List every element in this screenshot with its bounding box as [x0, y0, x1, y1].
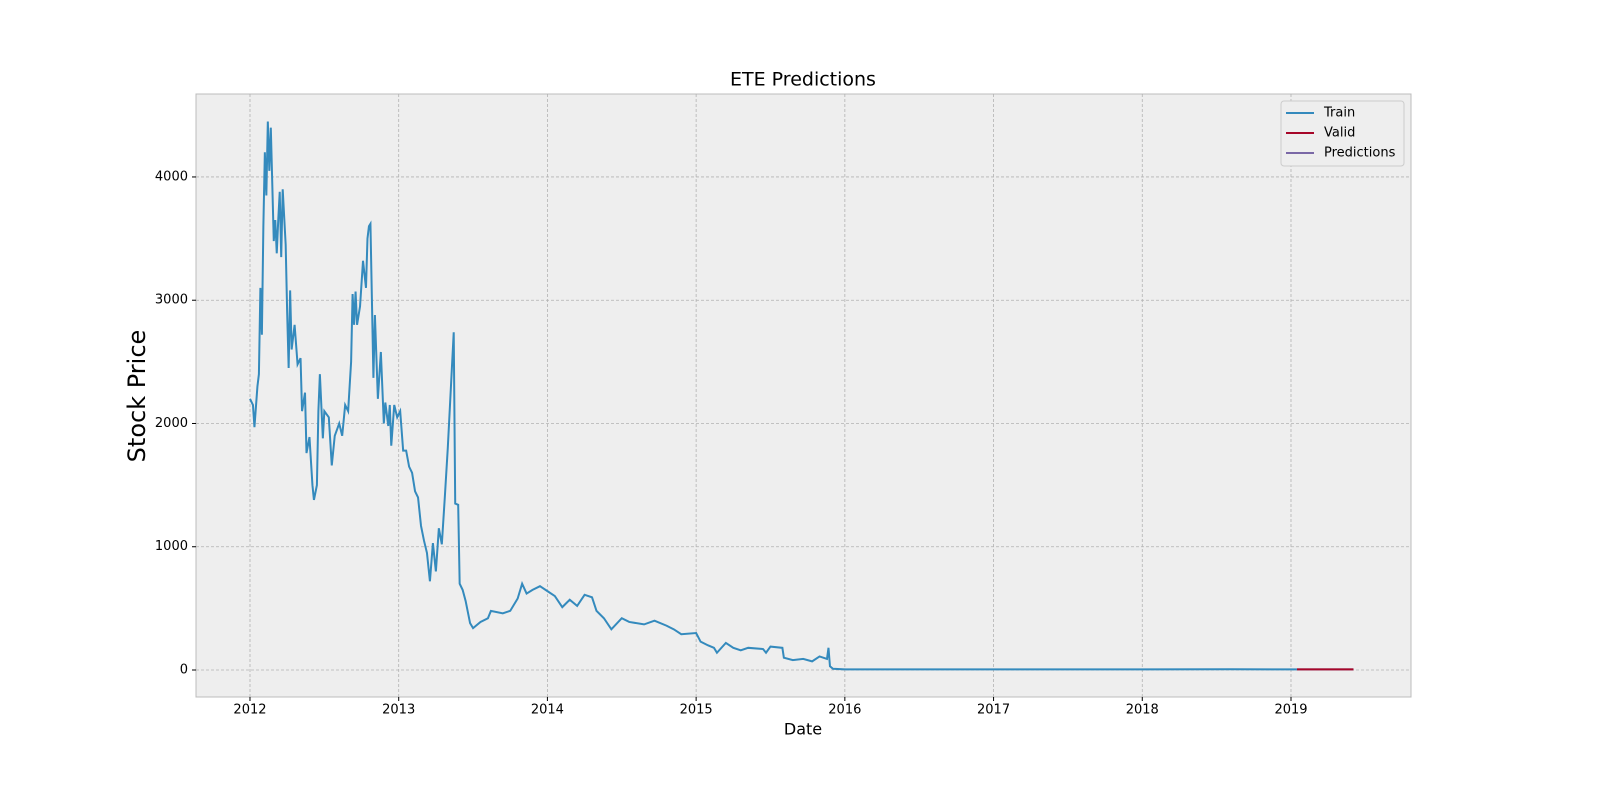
x-tick-label: 2016: [828, 703, 861, 718]
lines: [249, 121, 1354, 671]
x-tick-label: 2014: [531, 703, 564, 718]
y-axis-label: Stock Price: [123, 330, 151, 463]
chart-title: ETE Predictions: [730, 69, 876, 91]
legend-label: Valid: [1324, 126, 1355, 141]
grid: 2012 2013 2014 2015 2016 2017 2018 2019 0 1000 200…: [155, 94, 1411, 718]
y-tick-label: 0: [180, 663, 188, 678]
x-tick-label: 2018: [1126, 703, 1159, 718]
legend: Train Valid Predictions: [1280, 100, 1405, 167]
x-tick-label: 2019: [1274, 703, 1307, 718]
legend-box: [1280, 100, 1405, 167]
y-tick-label: 4000: [155, 169, 188, 184]
x-axis-label: Date: [784, 720, 822, 739]
y-tick-label: 1000: [155, 539, 188, 554]
x-tick-label: 2013: [382, 703, 415, 718]
x-tick-label: 2012: [233, 703, 266, 718]
legend-label: Predictions: [1324, 146, 1396, 161]
x-tick-label: 2017: [977, 703, 1010, 718]
y-tick-label: 3000: [155, 293, 188, 308]
series-line: [249, 121, 1297, 671]
y-tick-label: 2000: [155, 416, 188, 431]
x-tick-label: 2015: [680, 703, 713, 718]
legend-label: Train: [1323, 106, 1355, 121]
